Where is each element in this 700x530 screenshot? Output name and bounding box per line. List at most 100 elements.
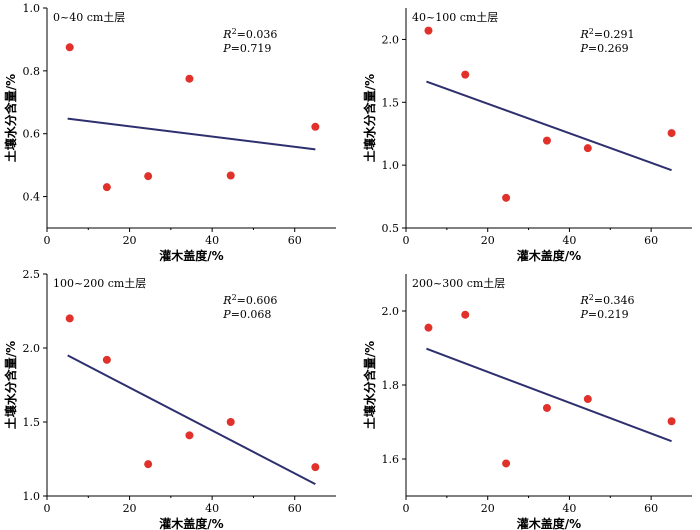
regression-line [67, 354, 316, 486]
r-squared-key: R [222, 294, 231, 307]
data-point [667, 417, 676, 426]
r-squared-value: 0.036 [246, 28, 277, 41]
y-tick-label: 1.5 [382, 96, 400, 109]
r-squared-key: R [579, 294, 588, 307]
scatter-panel-1: 0 20 40 600.40.60.81.00~40 cm土层R2=0.036P=0.… [3, 2, 336, 263]
p-value-key: P [222, 42, 231, 55]
y-axis-title: 土壤水分含量/% [3, 74, 18, 162]
r-squared-equals: = [594, 28, 603, 41]
r-squared-value: 0.606 [246, 294, 277, 307]
data-point [424, 323, 433, 332]
x-tick-label: 20 [481, 234, 495, 247]
p-value: 0.719 [240, 42, 271, 55]
p-value-key: P [579, 42, 588, 55]
panel-title: 200~300 cm土层 [412, 277, 505, 290]
data-point [583, 395, 592, 404]
r-squared-superscript: 2 [232, 293, 237, 302]
r-squared-superscript: 2 [232, 27, 237, 36]
r-squared-equals: = [594, 294, 603, 307]
y-tick-label: 0.8 [23, 65, 41, 78]
data-point [65, 43, 74, 52]
y-axis-title: 土壤水分含量/% [3, 341, 18, 429]
data-point [461, 310, 470, 319]
x-tick-label: 60 [644, 234, 658, 247]
data-point [502, 193, 511, 202]
r-squared-annotation: R2=0.291 [579, 27, 634, 41]
regression-line [426, 347, 672, 443]
x-tick-label: 20 [481, 502, 495, 515]
r-squared-value: 0.291 [603, 28, 635, 41]
r-squared-equals: = [237, 28, 246, 41]
x-tick-label: 40 [205, 502, 219, 515]
x-tick-label: 0 [403, 502, 410, 515]
data-point [667, 129, 676, 138]
data-point [144, 460, 153, 469]
p-value-equals: = [588, 42, 597, 55]
x-tick-label: 40 [562, 502, 576, 515]
x-tick-label: 20 [123, 502, 137, 515]
p-value-annotation: P=0.719 [222, 42, 271, 55]
y-tick-label: 1.0 [23, 2, 41, 15]
p-value-equals: = [588, 308, 597, 321]
y-tick-label: 0.6 [23, 128, 41, 141]
y-axis-title: 土壤水分含量/% [362, 74, 377, 162]
x-tick-label: 60 [288, 234, 302, 247]
regression-line [426, 80, 672, 172]
r-squared-superscript: 2 [589, 293, 594, 302]
y-tick-label: 1.8 [382, 379, 400, 392]
p-value: 0.068 [240, 308, 271, 321]
r-squared-annotation: R2=0.036 [222, 27, 277, 41]
p-value-equals: = [231, 308, 240, 321]
panel-title: 0~40 cm土层 [53, 11, 125, 24]
x-tick-label: 40 [562, 234, 576, 247]
r-squared-annotation: R2=0.346 [579, 293, 634, 307]
data-point [311, 122, 320, 131]
data-point [311, 463, 320, 472]
data-point [542, 136, 551, 145]
r-squared-value: 0.346 [603, 294, 635, 307]
x-tick-label: 60 [288, 502, 302, 515]
p-value-key: P [579, 308, 588, 321]
y-tick-label: 0.5 [382, 222, 400, 235]
data-point [144, 172, 153, 181]
x-tick-label: 60 [644, 502, 658, 515]
x-axis-title: 灌木盖度/% [516, 248, 581, 263]
x-tick-label: 0 [44, 234, 51, 247]
data-point [102, 183, 111, 192]
y-tick-label: 1.0 [23, 490, 41, 503]
y-tick-label: 2.0 [382, 305, 400, 318]
y-tick-label: 0.4 [23, 191, 41, 204]
x-tick-label: 40 [205, 234, 219, 247]
p-value: 0.269 [597, 42, 629, 55]
data-point [65, 314, 74, 323]
r-squared-key: R [579, 28, 588, 41]
r-squared-key: R [222, 28, 231, 41]
data-point [502, 459, 511, 468]
y-tick-label: 2.0 [382, 33, 400, 46]
p-value-equals: = [231, 42, 240, 55]
regression-line [67, 117, 316, 151]
p-value-key: P [222, 308, 231, 321]
x-tick-label: 0 [403, 234, 410, 247]
x-axis-title: 灌木盖度/% [158, 248, 223, 263]
y-axis-title: 土壤水分含量/% [362, 341, 377, 429]
r-squared-superscript: 2 [589, 27, 594, 36]
y-tick-label: 2.5 [23, 268, 41, 281]
r-squared-annotation: R2=0.606 [222, 293, 277, 307]
p-value-annotation: P=0.219 [579, 308, 628, 321]
data-point [185, 431, 194, 440]
p-value: 0.219 [597, 308, 629, 321]
p-value-annotation: P=0.068 [222, 308, 271, 321]
data-point [102, 355, 111, 364]
scatter-panel-2: 0 20 40 600.51.01.52.040~100 cm土层R2=0.291P=… [362, 8, 692, 263]
y-tick-label: 2.0 [23, 342, 41, 355]
x-tick-label: 20 [123, 234, 137, 247]
x-axis-title: 灌木盖度/% [516, 516, 581, 530]
data-point [226, 418, 235, 426]
data-point [461, 70, 470, 79]
data-point [185, 74, 194, 83]
p-value-annotation: P=0.269 [579, 42, 628, 55]
